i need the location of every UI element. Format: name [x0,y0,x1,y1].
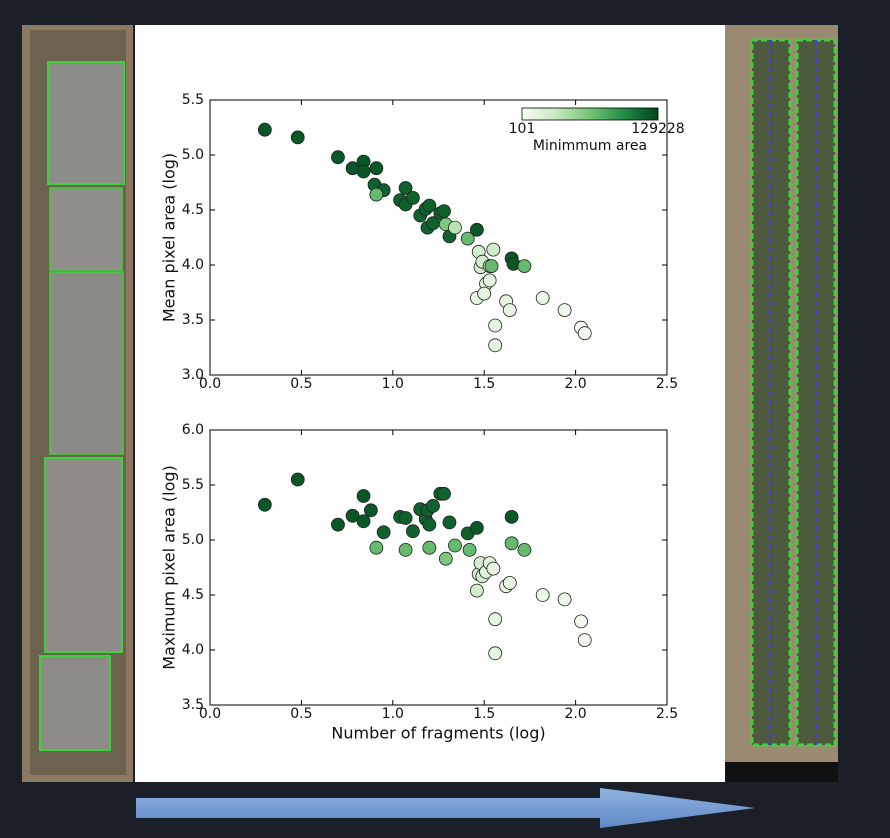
scatter-point [422,517,437,532]
x-tick-label: 1.0 [382,706,404,722]
x-tick-label: 2.5 [656,376,678,392]
scatter-point [577,633,592,647]
scatter-point [469,222,484,237]
scatter-point [469,583,484,598]
y-tick-label: 4.0 [182,642,204,658]
x-tick-label: 0.5 [290,706,312,722]
scatter-point [577,326,592,341]
x-tick-label: 1.0 [382,376,404,392]
scatter-point [356,514,371,529]
scatter-point [488,646,503,661]
plot-frame [209,99,668,376]
x-tick-label: 0.5 [290,376,312,392]
scatter-point [398,181,413,195]
y-tick-label: 3.0 [182,367,204,383]
plot-panel [135,25,725,782]
x-tick-label: 0.0 [199,376,221,392]
scatter-point [448,220,462,235]
scatter-point [504,510,519,524]
x-tick-label: 2.5 [656,706,678,722]
x-axis-label: Number of fragments (log) [331,724,545,743]
scatter-point [535,588,550,602]
scatter-point [517,259,532,274]
scatter-point [535,291,550,305]
scatter-point [438,551,453,566]
scatter-point [356,489,371,503]
scatter-point [488,338,503,353]
scatter-point [437,204,451,219]
y-tick-label: 5.0 [182,532,204,548]
y-tick-label: 4.5 [182,202,204,218]
scatter-point [426,498,440,513]
scatter-point [363,503,378,518]
scatter-point [574,614,588,629]
x-tick-label: 0.0 [199,706,221,722]
scatter-point [406,524,420,539]
scatter-point [477,286,492,301]
x-tick-label: 1.5 [473,376,495,392]
left-core-photo [22,25,133,782]
scatter-point [422,540,437,555]
y-tick-label: 4.0 [182,257,204,273]
scatter-point [398,543,413,557]
scatter-point [460,231,475,246]
y-tick-label: 5.5 [182,477,204,493]
scatter-point [376,525,391,540]
progress-arrow [136,788,755,828]
scatter-point [290,130,305,145]
y-tick-label: 5.0 [182,147,204,163]
scatter-point [257,122,272,137]
charts: 0.0 0.5 1.0 1.5 2.0 2.5 3.0 3.5 4.0 4.5 5.0 5.5 Mean… [160,92,685,743]
colorbar-tick-label: 101 [509,121,536,137]
scatter-point [517,543,532,557]
scatter-point [504,536,519,551]
scatter-point [557,592,572,607]
scatter-point [422,198,437,213]
scatter-point [331,517,345,532]
right-core-photo [725,25,838,782]
y-axis-label: Maximum pixel area (log) [160,465,179,670]
colorbar-tick-label: 129228 [631,121,684,137]
scatter-point [442,515,457,530]
scatter-point [331,150,345,165]
y-tick-label: 4.5 [182,587,204,603]
scatter-point [484,259,499,274]
scatter-point [502,576,517,590]
x-tick-label: 2.0 [564,376,586,392]
scatter-point [557,303,572,318]
colorbar [521,107,659,121]
y-axis-label: Mean pixel area (log) [160,153,179,322]
scatter-point [398,511,413,525]
scatter-point [345,508,360,523]
scatter-point [486,561,501,576]
scatter-point [290,472,305,487]
scatter-point [369,187,384,202]
scatter-point [482,273,497,288]
y-tick-label: 6.0 [182,422,204,438]
scatter-point [369,540,384,555]
scatter-point [502,303,517,318]
scatter-point [488,318,503,333]
plot-frame [209,429,668,706]
scatter-point [469,521,484,535]
scatter-point [448,538,462,553]
x-tick-label: 2.0 [564,706,586,722]
y-tick-label: 5.5 [182,92,204,108]
y-tick-label: 3.5 [182,312,204,328]
scatter-point [406,190,420,205]
scatter-point [257,497,272,512]
x-tick-label: 1.5 [473,706,495,722]
scatter-point [356,164,371,179]
scatter-point [437,486,451,501]
colorbar-label: Minimmum area [533,138,647,154]
scatter-point [462,543,477,557]
scatter-point [488,612,503,627]
y-tick-label: 3.5 [182,697,204,713]
scatter-point [486,242,501,257]
scatter-point [369,161,384,176]
